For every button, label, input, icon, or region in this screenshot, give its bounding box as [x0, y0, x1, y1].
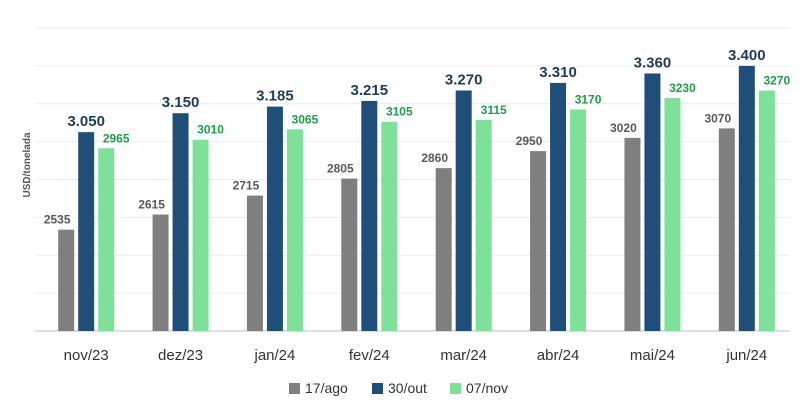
bar-07-nov-fev-24 [381, 121, 398, 331]
data-label: 3.150 [162, 94, 200, 111]
bar-30-out-jun-24 [738, 65, 755, 331]
data-label: 3105 [386, 105, 413, 119]
bar-07-nov-abr-24 [570, 109, 587, 332]
bar-17-ago-abr-24 [530, 151, 547, 331]
data-label: 3270 [763, 73, 790, 87]
bar-07-nov-nov-23 [98, 148, 115, 331]
legend-label: 07/nov [466, 380, 508, 396]
bar-30-out-mai-24 [644, 73, 661, 331]
data-label: 3.310 [539, 64, 577, 81]
bar-30-out-jan-24 [266, 106, 283, 331]
data-label: 2860 [421, 151, 448, 165]
x-tick-label: nov/23 [64, 347, 109, 364]
data-label: 3115 [481, 103, 507, 117]
legend-label: 17/ago [305, 380, 348, 396]
bar-17-ago-jan-24 [246, 195, 263, 331]
data-label: 3.360 [634, 54, 672, 71]
x-tick-label: jan/24 [254, 347, 296, 364]
bar-17-ago-mar-24 [435, 168, 452, 331]
bar-30-out-nov-23 [78, 132, 95, 331]
data-label: 3.185 [256, 88, 294, 105]
bars-group [58, 65, 775, 332]
data-label: 2615 [138, 198, 165, 212]
y-axis-label: USD/tonelada [22, 132, 33, 197]
x-tick-label: jun/24 [725, 347, 767, 364]
x-tick-label: mar/24 [440, 347, 487, 364]
bar-07-nov-dez-23 [192, 139, 209, 331]
bar-17-ago-jun-24 [718, 128, 735, 331]
data-label: 3.400 [728, 47, 766, 64]
data-label: 2715 [233, 179, 260, 193]
data-label: 3.050 [67, 113, 105, 130]
bar-07-nov-jan-24 [286, 129, 303, 331]
data-label: 3230 [669, 81, 696, 95]
x-tick-label: mai/24 [630, 347, 675, 364]
bar-07-nov-jun-24 [758, 90, 775, 332]
data-label: 3065 [292, 112, 319, 126]
data-label: 3020 [610, 121, 637, 135]
bar-17-ago-dez-23 [152, 214, 169, 331]
legend-swatch [289, 383, 300, 394]
legend-swatch [372, 383, 383, 394]
x-tick-label: abr/24 [537, 347, 580, 364]
data-label: 3.270 [445, 71, 483, 88]
data-label: 3010 [197, 123, 224, 137]
data-label: 2805 [327, 162, 354, 176]
bar-17-ago-mai-24 [624, 137, 641, 331]
data-label: 3170 [575, 92, 602, 106]
x-axis-tick-labels: nov/23 dez/23 jan/24 fev/24 mar/24 abr/24 mai/… [64, 347, 768, 364]
legend-label: 30/out [388, 380, 427, 396]
data-label: 2535 [44, 213, 71, 227]
bar-30-out-fev-24 [361, 100, 378, 331]
bar-07-nov-mai-24 [664, 98, 681, 331]
x-tick-label: dez/23 [158, 347, 203, 364]
data-label: 3070 [704, 111, 731, 125]
legend: 17/ago 30/out 07/nov [289, 380, 508, 396]
x-tick-label: fev/24 [349, 347, 390, 364]
bar-07-nov-mar-24 [475, 119, 492, 331]
bar-30-out-mar-24 [455, 90, 472, 332]
legend-swatch [450, 383, 461, 394]
bar-17-ago-fev-24 [341, 178, 358, 331]
bar-17-ago-nov-23 [58, 229, 75, 331]
bar-30-out-abr-24 [550, 82, 567, 331]
data-label: 3.215 [351, 82, 389, 99]
data-label: 2965 [103, 131, 130, 145]
bar-30-out-dez-23 [172, 113, 189, 331]
data-label: 2950 [516, 134, 543, 148]
